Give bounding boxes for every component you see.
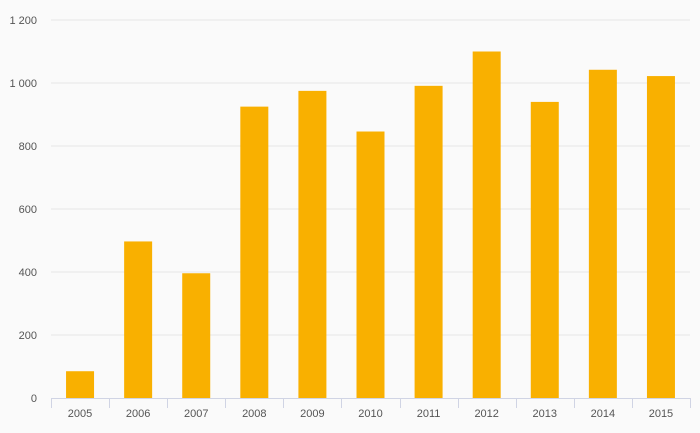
bar-2010 [356, 131, 385, 398]
bar-2014 [588, 69, 617, 399]
x-tick-label: 2010 [358, 408, 382, 420]
x-tick-label: 2007 [184, 408, 208, 420]
bar-2012 [472, 51, 501, 398]
x-tick-label: 2011 [417, 408, 441, 420]
bar-2011 [414, 85, 443, 399]
y-tick-label: 0 [31, 393, 37, 405]
x-tick-label: 2013 [533, 408, 557, 420]
x-axis [51, 398, 691, 408]
bar-2006 [124, 241, 153, 398]
x-tick-label: 2015 [649, 408, 673, 420]
y-tick-label: 400 [19, 267, 37, 279]
x-tick-label: 2005 [68, 408, 92, 420]
x-tick-label: 2009 [300, 408, 324, 420]
x-tick-label: 2014 [591, 408, 615, 420]
y-axis-tick-labels: 0 200 400 600 800 1 000 1 200 [9, 15, 37, 405]
bar-2005 [66, 371, 95, 398]
bar-2015 [646, 76, 675, 398]
bar-2009 [298, 90, 327, 398]
x-tick-label: 2012 [474, 408, 498, 420]
bar-2013 [530, 101, 559, 399]
bar-2008 [240, 106, 269, 398]
bars [66, 51, 675, 399]
y-tick-label: 600 [19, 204, 37, 216]
y-tick-label: 1 200 [9, 15, 37, 27]
x-tick-label: 2006 [126, 408, 150, 420]
bar-2007 [182, 273, 211, 398]
x-axis-tick-labels: 2005 2006 2007 2008 2009 2010 2011 2012 2013 2014… [68, 408, 673, 420]
x-tick-label: 2008 [242, 408, 266, 420]
y-tick-label: 800 [19, 141, 37, 153]
y-tick-label: 200 [19, 330, 37, 342]
y-tick-label: 1 000 [9, 78, 37, 90]
